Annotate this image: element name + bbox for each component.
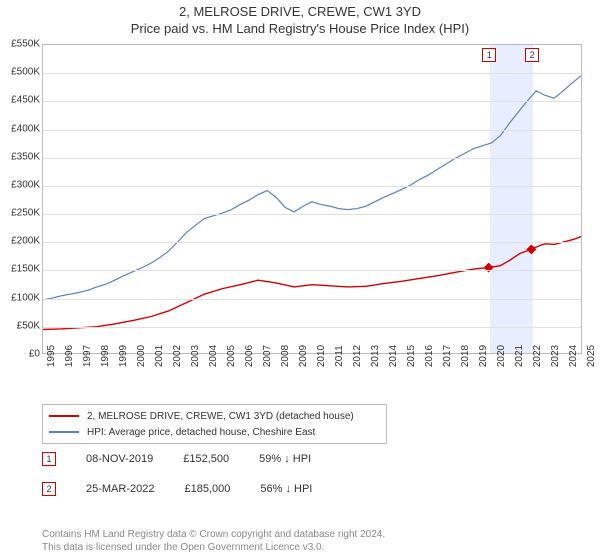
- legend: 2, MELROSE DRIVE, CREWE, CW1 3YD (detach…: [42, 404, 387, 444]
- x-tick-label: 1998: [100, 345, 111, 367]
- x-tick-label: 1997: [82, 345, 93, 367]
- y-tick-label: £50K: [0, 320, 40, 331]
- x-tick-label: 2007: [262, 345, 273, 367]
- grid-line: [43, 158, 581, 159]
- y-tick-label: £0: [0, 349, 40, 360]
- grid-line: [43, 299, 581, 300]
- x-tick-label: 2024: [568, 345, 579, 367]
- x-tick-label: 2012: [352, 345, 363, 367]
- y-tick-label: £100K: [0, 292, 40, 303]
- x-tick-label: 2023: [550, 345, 561, 367]
- x-tick-label: 2021: [514, 345, 525, 367]
- sale-row-2: 2 25-MAR-2022 £185,000 56% ↓ HPI: [42, 482, 312, 496]
- grid-line: [43, 101, 581, 102]
- x-tick-label: 2002: [172, 345, 183, 367]
- grid-line: [43, 214, 581, 215]
- y-tick-label: £200K: [0, 236, 40, 247]
- x-tick-label: 2014: [388, 345, 399, 367]
- sale-diff-1: 59% ↓ HPI: [259, 453, 311, 465]
- sale-marker-2: 2: [42, 482, 56, 496]
- chart-svg: [43, 45, 581, 353]
- sale-price-2: £185,000: [184, 483, 230, 495]
- legend-swatch-property: [49, 415, 79, 417]
- attribution-line2: This data is licensed under the Open Gov…: [42, 541, 385, 554]
- x-tick-label: 1996: [64, 345, 75, 367]
- legend-swatch-hpi: [49, 431, 79, 433]
- x-tick-label: 2009: [298, 345, 309, 367]
- y-tick-label: £350K: [0, 151, 40, 162]
- x-tick-label: 2001: [154, 345, 165, 367]
- x-tick-label: 2005: [226, 345, 237, 367]
- x-tick-label: 2022: [532, 345, 543, 367]
- y-tick-label: £400K: [0, 123, 40, 134]
- chart-plot-area: [42, 44, 582, 354]
- chart-marker-box-2: 2: [525, 48, 539, 62]
- grid-line: [43, 130, 581, 131]
- x-tick-label: 2004: [208, 345, 219, 367]
- sale-date-1: 08-NOV-2019: [86, 453, 153, 465]
- sale-diff-2: 56% ↓ HPI: [260, 483, 312, 495]
- sale-point-2: [526, 244, 536, 254]
- y-tick-label: £250K: [0, 208, 40, 219]
- sale-marker-1: 1: [42, 452, 56, 466]
- legend-label-hpi: HPI: Average price, detached house, Ches…: [87, 427, 315, 438]
- sale-date-2: 25-MAR-2022: [86, 483, 154, 495]
- grid-line: [43, 270, 581, 271]
- x-tick-label: 2018: [460, 345, 471, 367]
- x-tick-label: 2000: [136, 345, 147, 367]
- grid-line: [43, 242, 581, 243]
- chart-marker-box-1: 1: [482, 48, 496, 62]
- x-tick-label: 2011: [334, 345, 345, 367]
- x-tick-label: 2017: [442, 345, 453, 367]
- x-tick-label: 1995: [46, 345, 57, 367]
- title-subtitle: Price paid vs. HM Land Registry's House …: [0, 21, 600, 36]
- attribution-line1: Contains HM Land Registry data © Crown c…: [42, 528, 385, 541]
- x-tick-label: 1999: [118, 345, 129, 367]
- sale-row-1: 1 08-NOV-2019 £152,500 59% ↓ HPI: [42, 452, 311, 466]
- x-tick-label: 2006: [244, 345, 255, 367]
- grid-line: [43, 73, 581, 74]
- legend-item-property: 2, MELROSE DRIVE, CREWE, CW1 3YD (detach…: [49, 408, 380, 424]
- grid-line: [43, 327, 581, 328]
- grid-line: [43, 186, 581, 187]
- legend-item-hpi: HPI: Average price, detached house, Ches…: [49, 424, 380, 440]
- series-property: [43, 237, 581, 330]
- attribution: Contains HM Land Registry data © Crown c…: [42, 528, 385, 554]
- y-tick-label: £150K: [0, 264, 40, 275]
- x-tick-label: 2025: [586, 345, 597, 367]
- x-tick-label: 2008: [280, 345, 291, 367]
- y-tick-label: £550K: [0, 39, 40, 50]
- y-tick-label: £450K: [0, 95, 40, 106]
- x-tick-label: 2016: [424, 345, 435, 367]
- sale-price-1: £152,500: [183, 453, 229, 465]
- legend-label-property: 2, MELROSE DRIVE, CREWE, CW1 3YD (detach…: [87, 411, 354, 422]
- x-tick-label: 2019: [478, 345, 489, 367]
- x-tick-label: 2010: [316, 345, 327, 367]
- y-tick-label: £500K: [0, 67, 40, 78]
- x-tick-label: 2015: [406, 345, 417, 367]
- x-tick-label: 2020: [496, 345, 507, 367]
- x-tick-label: 2003: [190, 345, 201, 367]
- title-block: 2, MELROSE DRIVE, CREWE, CW1 3YD Price p…: [0, 0, 600, 36]
- title-address: 2, MELROSE DRIVE, CREWE, CW1 3YD: [0, 4, 600, 19]
- x-tick-label: 2013: [370, 345, 381, 367]
- chart-container: 2, MELROSE DRIVE, CREWE, CW1 3YD Price p…: [0, 0, 600, 560]
- y-tick-label: £300K: [0, 179, 40, 190]
